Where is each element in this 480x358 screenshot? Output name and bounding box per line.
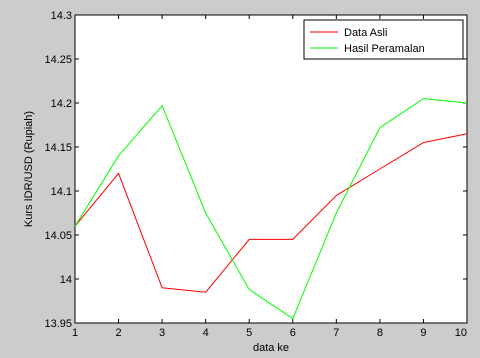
x-tick-label: 5 <box>246 327 252 339</box>
legend-box <box>303 19 464 60</box>
x-tick-label: 9 <box>420 327 426 339</box>
legend: Data Asli Hasil Peramalan <box>303 19 464 60</box>
x-tick-label: 6 <box>290 327 296 339</box>
x-tick-label: 2 <box>115 327 121 339</box>
y-tick-label: 14.1 <box>51 186 72 198</box>
series-line-1 <box>74 133 468 293</box>
y-tick-label: 13.95 <box>44 318 72 330</box>
y-tick-label: 14.2 <box>51 98 72 110</box>
series-line-2 <box>74 98 468 320</box>
x-tick-label: 4 <box>203 327 209 339</box>
x-tick-label: 7 <box>333 327 339 339</box>
y-tick-label: 14.25 <box>44 54 72 66</box>
x-axis-title: data ke <box>253 342 289 354</box>
y-tick-label: 14.05 <box>44 230 72 242</box>
plot-area <box>74 14 468 324</box>
axis-ticks: 1 2 3 4 5 6 7 8 9 10 13.95 14 14.05 14.1 14.15 14.2 14.2… <box>44 10 468 339</box>
legend-label-2: Hasil Peramalan <box>344 43 425 55</box>
y-axis-title: Kurs IDR/USD (Rupiah) <box>23 111 35 227</box>
x-tick-label: 3 <box>159 327 165 339</box>
series-layer <box>74 98 468 320</box>
x-tick-label: 1 <box>72 327 78 339</box>
y-tick-label: 14 <box>60 274 72 286</box>
legend-label-1: Data Asli <box>344 27 387 39</box>
y-tick-label: 14.15 <box>44 142 72 154</box>
x-tick-label: 8 <box>377 327 383 339</box>
x-tick-label: 10 <box>455 327 467 339</box>
y-tick-label: 14.3 <box>51 10 72 22</box>
